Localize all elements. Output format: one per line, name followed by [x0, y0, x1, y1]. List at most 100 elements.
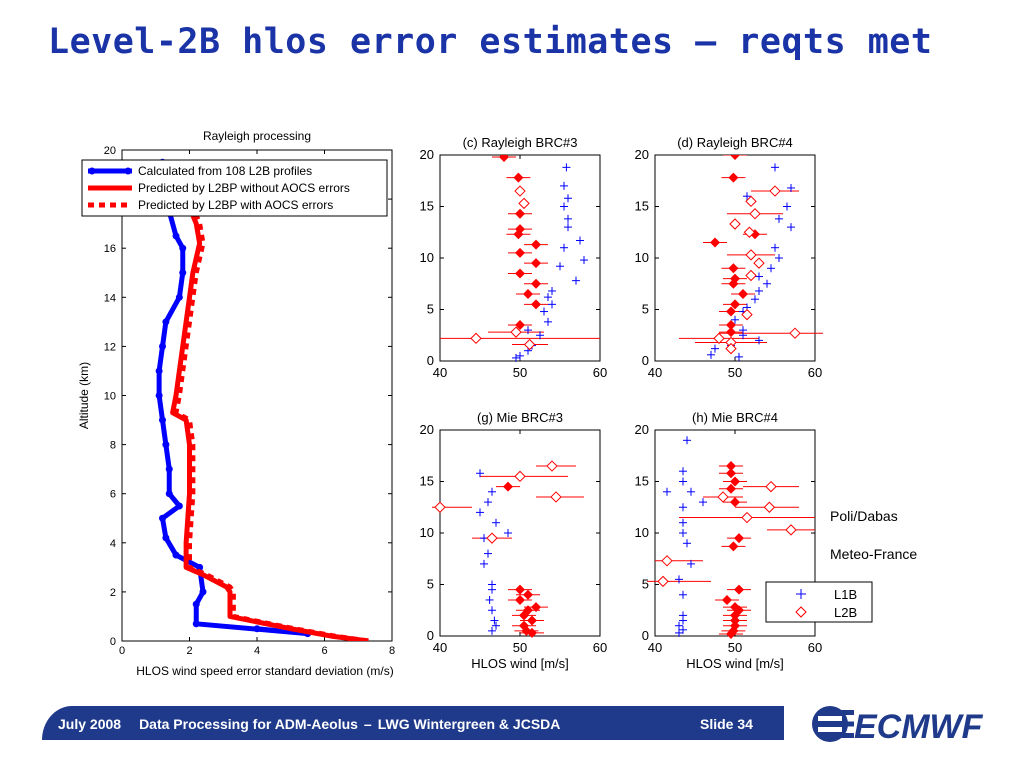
l2b-point-filled — [728, 172, 739, 183]
l1b-point — [485, 595, 494, 604]
l1b-point — [763, 279, 771, 288]
series-point — [165, 490, 173, 498]
l2b-point-filled — [515, 594, 525, 605]
l1b-point — [675, 621, 683, 630]
plot-frame — [439, 429, 601, 637]
series-point — [172, 551, 180, 559]
y-tick-label: 5 — [642, 577, 649, 592]
y-tick-label: 15 — [420, 199, 434, 214]
l2b-point-filled — [730, 610, 740, 621]
l2b-point-open — [763, 501, 776, 513]
l1b-point — [739, 331, 747, 340]
l2b-point-filled — [531, 278, 541, 289]
l2b-point-open — [717, 491, 729, 503]
legend-box — [81, 159, 388, 217]
l2b-point-filled — [728, 541, 739, 552]
y-tick-label: 5 — [427, 577, 434, 592]
y-tick-label: 15 — [635, 474, 649, 489]
series-point — [253, 625, 261, 633]
legend-label: Predicted by L2BP without AOCS errors — [138, 181, 350, 195]
chart-title: Rayleigh processing — [203, 129, 311, 143]
l2b-point-open — [546, 460, 558, 472]
chart-profile: 0246802468101214161820Rayleigh processin… — [77, 129, 395, 678]
footer-bar — [42, 706, 784, 740]
y-tick-label: 4 — [110, 538, 116, 550]
l1b-point — [564, 194, 572, 203]
y-tick-label: 20 — [420, 147, 434, 162]
l1b-point — [783, 202, 791, 211]
l2b-point-open — [550, 491, 562, 503]
footer-date: July 2008 — [58, 716, 122, 732]
l1b-point — [490, 616, 499, 625]
series-point — [159, 416, 166, 424]
x-tick-label: 8 — [389, 645, 395, 657]
l2b-point-open — [749, 208, 761, 220]
l2b-point-open — [741, 308, 753, 321]
l1b-point — [755, 286, 763, 295]
l1b-point — [564, 223, 572, 232]
ecmwf-logo: ECMWF — [808, 702, 998, 751]
series-line-0 — [156, 162, 311, 637]
l2b-point-filled — [531, 258, 541, 269]
l2b-point-filled — [726, 483, 736, 494]
chart-title: (c) Rayleigh BRC#3 — [463, 135, 578, 150]
l2b-point-filled — [728, 278, 739, 289]
legend-label: Predicted by L2BP with AOCS errors — [138, 198, 333, 212]
l1b-point — [771, 243, 779, 252]
x-tick-label: 2 — [186, 645, 192, 657]
l1b-point — [548, 300, 556, 309]
y-tick-label: 8 — [110, 440, 116, 452]
l1b-point — [492, 518, 500, 527]
legend-label: L2B — [834, 605, 857, 620]
y-tick-label: 16 — [104, 243, 116, 255]
l2b-point-filled — [730, 615, 740, 626]
series-line-2 — [173, 161, 369, 641]
x-tick-label: 60 — [808, 640, 822, 655]
series-point — [196, 563, 204, 571]
y-tick-label: 0 — [642, 628, 649, 643]
x-tick-label: 40 — [648, 365, 662, 380]
series-point — [165, 465, 173, 473]
l1b-point — [775, 254, 783, 262]
l2b-point-filled — [726, 628, 736, 639]
l1b-point — [488, 487, 496, 496]
l2b-point-filled — [515, 247, 525, 258]
l1b-point — [512, 353, 520, 362]
series-point — [172, 232, 180, 240]
l1b-point — [488, 626, 496, 635]
y-tick-label: 14 — [104, 292, 116, 304]
series-point — [179, 269, 187, 277]
slide-title: Level-2B hlos error estimates – reqts me… — [48, 22, 933, 62]
l2b-point-filled — [730, 155, 740, 160]
y-tick-label: 10 — [635, 525, 649, 540]
l1b-point — [731, 315, 739, 324]
l2b-point-filled — [527, 627, 537, 638]
l1b-point — [544, 293, 552, 302]
l1b-point — [504, 529, 512, 537]
l1b-point — [735, 352, 743, 361]
y-tick-label: 12 — [104, 341, 116, 353]
l2b-point-filled — [734, 533, 744, 544]
l1b-point — [687, 487, 695, 496]
l1b-point — [683, 539, 691, 548]
legend-marker — [795, 606, 807, 618]
l1b-point — [675, 575, 683, 584]
l2b-point-filled — [531, 299, 541, 310]
footer-text: July 2008 Data Processing for ADM-Aeolus –… — [58, 716, 566, 732]
l2b-point-open — [713, 332, 725, 345]
l2b-point-filled — [523, 289, 533, 300]
l2b-point-open — [741, 511, 753, 524]
l2b-point-filled — [519, 610, 529, 621]
l2b-point-filled — [531, 239, 541, 250]
l2b-point-open — [470, 332, 482, 345]
l1b-point — [576, 236, 584, 245]
l2b-point-filled — [726, 306, 736, 317]
y-tick-label: 2 — [110, 587, 116, 599]
x-tick-label: 4 — [254, 645, 260, 657]
series-point — [162, 441, 170, 449]
series-point — [155, 392, 163, 399]
legend-marker — [88, 167, 96, 175]
chart-g: 40 50 60 0 5 10 15 20 (g) Mie BRC#3 HLOS wind [m/… — [420, 410, 608, 671]
l1b-point — [524, 326, 532, 335]
